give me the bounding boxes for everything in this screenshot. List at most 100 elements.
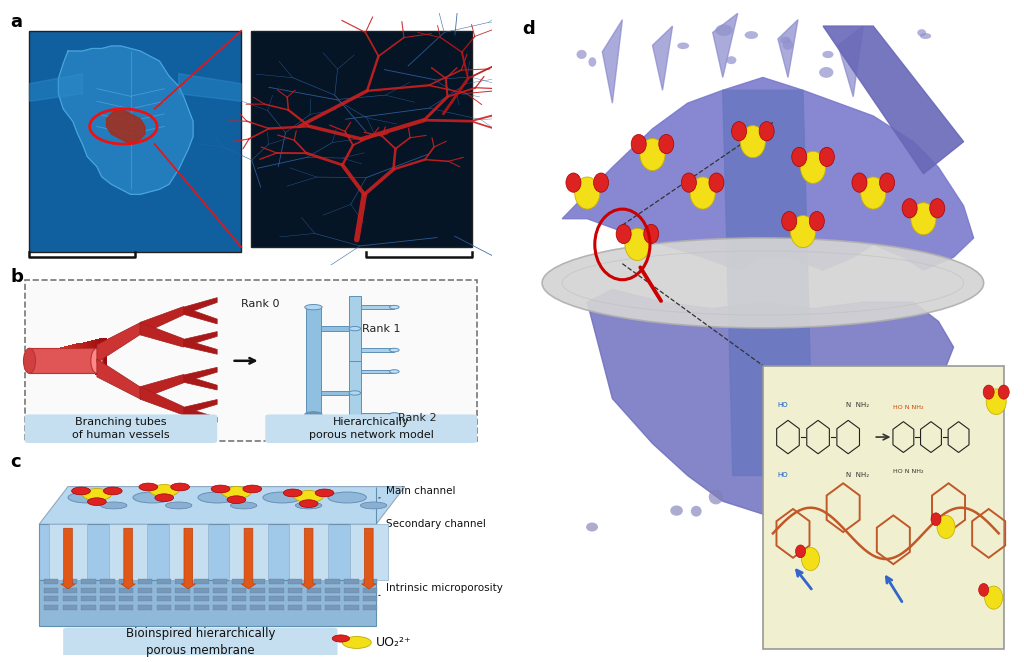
Bar [229, 524, 267, 580]
Circle shape [861, 177, 886, 209]
Bar [344, 596, 358, 601]
Circle shape [709, 173, 724, 192]
Ellipse shape [586, 522, 598, 532]
Polygon shape [30, 348, 97, 373]
Bar [45, 350, 49, 364]
FancyArrow shape [121, 528, 135, 589]
Polygon shape [106, 109, 145, 144]
Bar [195, 579, 209, 584]
Ellipse shape [822, 51, 834, 58]
Bar [251, 579, 265, 584]
Bar [44, 579, 58, 584]
Polygon shape [140, 375, 183, 399]
Bar [349, 361, 360, 425]
Bar [37, 352, 42, 363]
Bar [44, 588, 58, 592]
Ellipse shape [349, 326, 360, 331]
Circle shape [979, 583, 988, 596]
Circle shape [72, 487, 90, 495]
Circle shape [983, 385, 994, 399]
Polygon shape [778, 20, 798, 77]
Bar [44, 605, 58, 610]
Ellipse shape [305, 412, 323, 417]
Circle shape [103, 487, 122, 495]
Ellipse shape [671, 506, 683, 516]
Bar [72, 344, 76, 370]
Circle shape [930, 199, 945, 218]
Ellipse shape [691, 506, 701, 516]
Bar [231, 596, 246, 601]
FancyBboxPatch shape [25, 414, 217, 443]
Bar [175, 596, 189, 601]
FancyBboxPatch shape [265, 414, 477, 443]
Text: HO N NH₂: HO N NH₂ [893, 469, 924, 474]
Bar [231, 605, 246, 610]
Ellipse shape [780, 36, 791, 44]
Ellipse shape [389, 305, 399, 309]
Circle shape [937, 516, 955, 538]
Polygon shape [652, 26, 673, 90]
Bar [119, 605, 133, 610]
Circle shape [594, 173, 608, 192]
Bar [95, 339, 99, 375]
Bar [364, 588, 378, 592]
Bar [76, 344, 80, 371]
Bar [119, 579, 133, 584]
Text: Rank 2: Rank 2 [398, 413, 437, 423]
Text: Rank 0: Rank 0 [242, 299, 280, 308]
Bar [269, 596, 284, 601]
Ellipse shape [726, 56, 736, 64]
Polygon shape [39, 524, 376, 580]
Bar [102, 338, 106, 377]
Bar [62, 579, 77, 584]
Bar [360, 412, 394, 416]
Bar [251, 588, 265, 592]
Circle shape [880, 173, 895, 192]
Circle shape [150, 485, 179, 496]
Bar [138, 605, 153, 610]
Ellipse shape [263, 492, 301, 503]
Text: Bioinspired hierarchically
porous membrane: Bioinspired hierarchically porous membra… [126, 628, 275, 657]
Circle shape [690, 177, 715, 209]
Polygon shape [140, 307, 183, 335]
Circle shape [625, 228, 650, 260]
Bar [307, 579, 322, 584]
Polygon shape [178, 73, 242, 101]
Polygon shape [58, 46, 194, 195]
Text: HO: HO [777, 473, 787, 479]
Ellipse shape [100, 502, 127, 509]
Circle shape [801, 152, 825, 183]
Polygon shape [723, 90, 813, 475]
Bar [364, 605, 378, 610]
Bar [68, 345, 73, 369]
Bar [306, 307, 322, 414]
Bar [195, 605, 209, 610]
Bar [307, 588, 322, 592]
Ellipse shape [91, 348, 102, 373]
Circle shape [740, 126, 765, 158]
Polygon shape [30, 73, 82, 101]
Circle shape [852, 173, 867, 192]
Bar [213, 605, 227, 610]
Circle shape [681, 173, 696, 192]
Bar [213, 579, 227, 584]
Circle shape [211, 485, 230, 493]
Bar [326, 579, 340, 584]
Bar [344, 588, 358, 592]
Polygon shape [140, 322, 183, 347]
Bar [65, 346, 69, 369]
Ellipse shape [918, 29, 926, 36]
Ellipse shape [68, 492, 106, 503]
Polygon shape [183, 340, 217, 354]
Circle shape [802, 547, 819, 571]
Text: N  NH₂: N NH₂ [846, 402, 868, 408]
Bar [83, 342, 88, 373]
Bar [269, 588, 284, 592]
Bar [288, 579, 302, 584]
Ellipse shape [389, 348, 399, 352]
Ellipse shape [305, 305, 323, 310]
Bar [62, 605, 77, 610]
Text: Secondary channel: Secondary channel [379, 519, 485, 532]
Bar [269, 605, 284, 610]
Ellipse shape [766, 528, 781, 540]
